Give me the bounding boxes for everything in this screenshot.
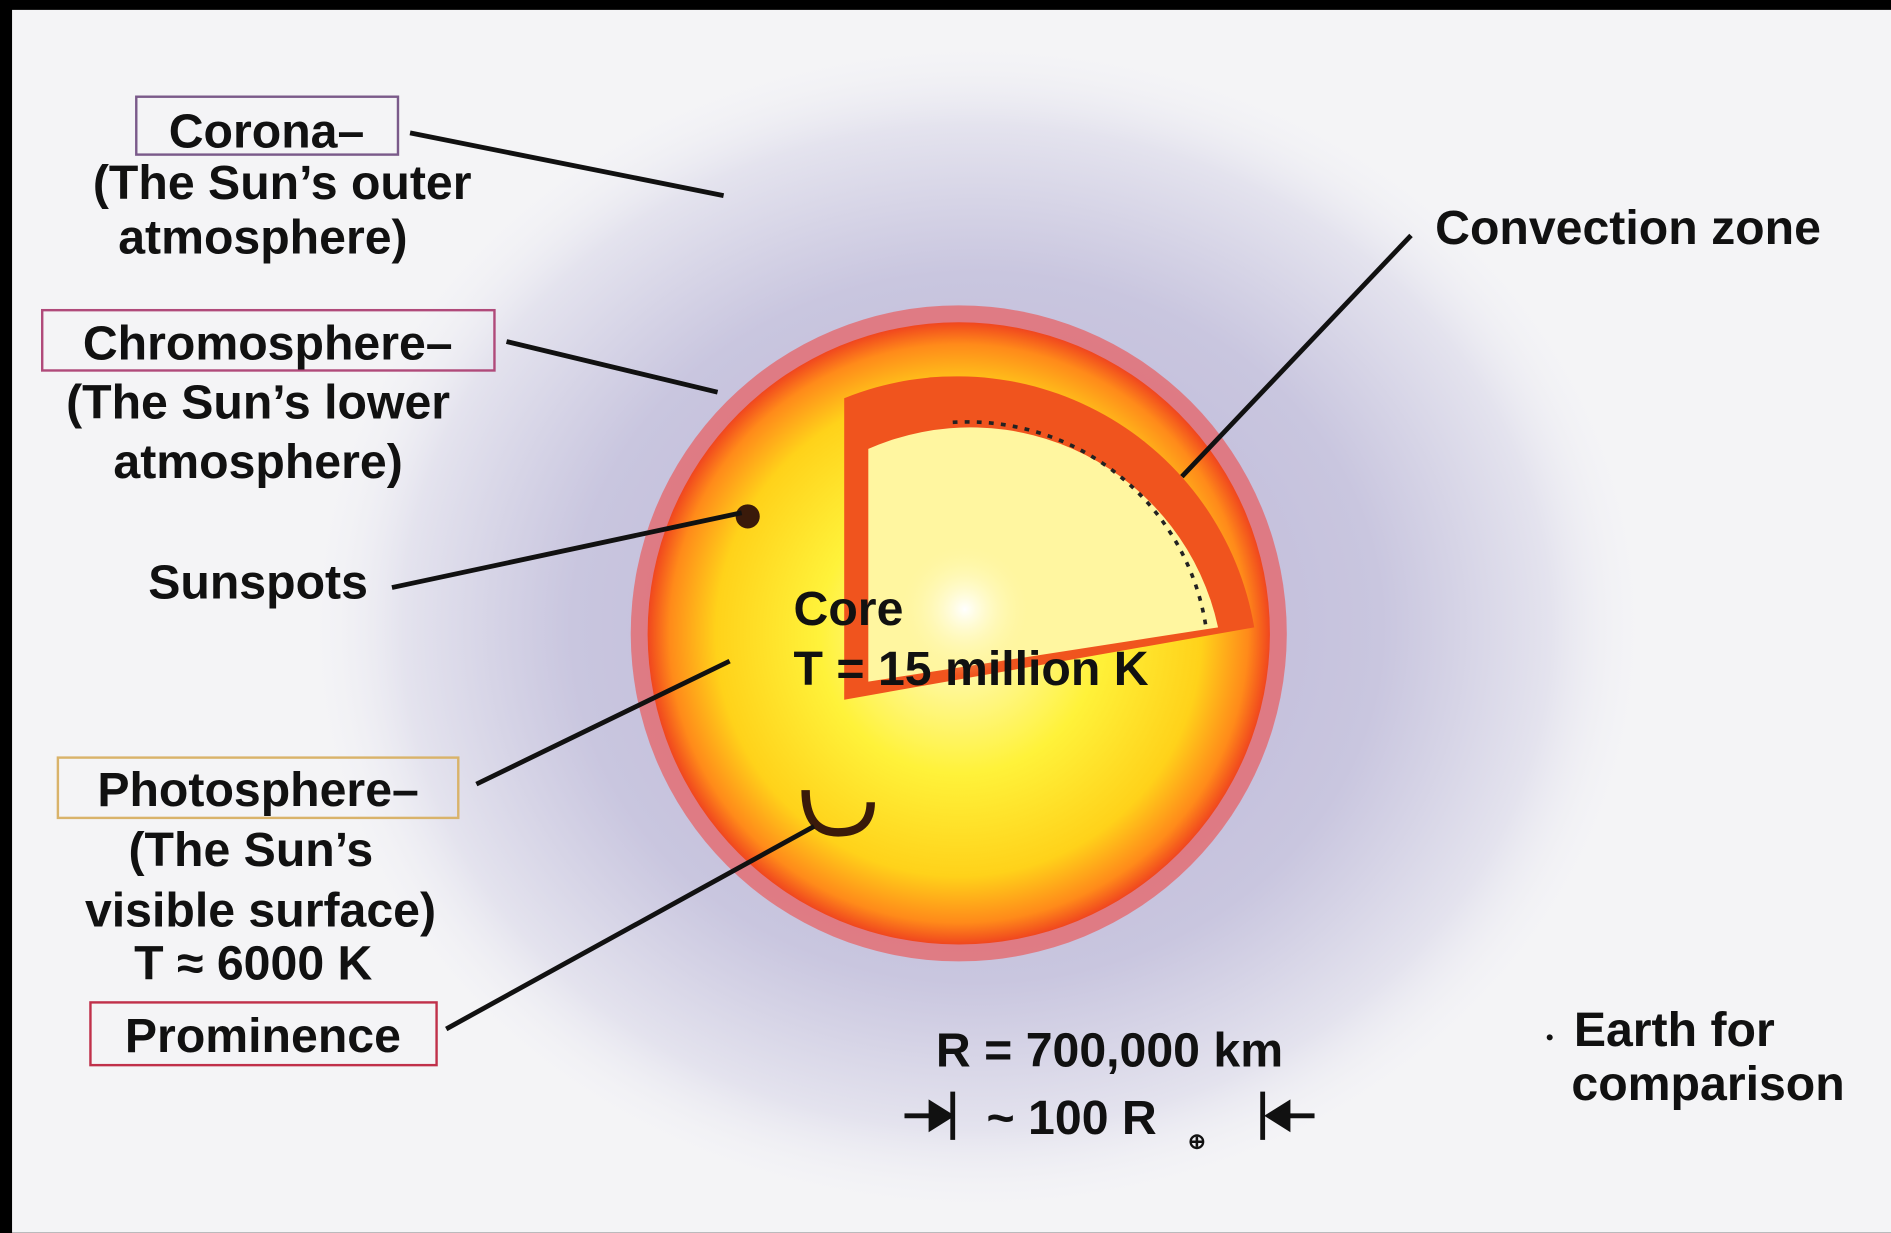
- scale-subscript: ⊕: [1188, 1128, 1206, 1153]
- label-title: Convection zone: [1435, 201, 1821, 255]
- earth-label: comparison: [1571, 1057, 1844, 1111]
- label-line: T = 15 million K: [794, 642, 1149, 696]
- sunspot: [736, 504, 760, 528]
- earth-label: Earth for: [1574, 1003, 1775, 1057]
- radius: R = 700,000 km: [936, 1023, 1283, 1077]
- label-line: (The Sun’s outer: [93, 156, 472, 210]
- label-title: Chromosphere–: [83, 317, 453, 371]
- label-line: (The Sun’s lower: [66, 376, 450, 430]
- earth-dot: [1547, 1034, 1553, 1040]
- label-line: visible surface): [85, 883, 436, 937]
- scale-size: ~ 100 R: [987, 1091, 1157, 1145]
- label-title: Core: [794, 582, 904, 636]
- label-title: Prominence: [125, 1009, 401, 1063]
- label-line: (The Sun’s: [129, 823, 374, 877]
- label-line: atmosphere): [113, 435, 402, 489]
- label-line: atmosphere): [118, 210, 407, 264]
- label-title: Sunspots: [148, 555, 368, 609]
- label-title: Photosphere–: [97, 763, 419, 817]
- label-line: T ≈ 6000 K: [134, 937, 372, 991]
- diagram: Corona– (The Sun’s outer atmosphere) Chr…: [0, 0, 1891, 1233]
- label-title: Corona–: [169, 104, 365, 158]
